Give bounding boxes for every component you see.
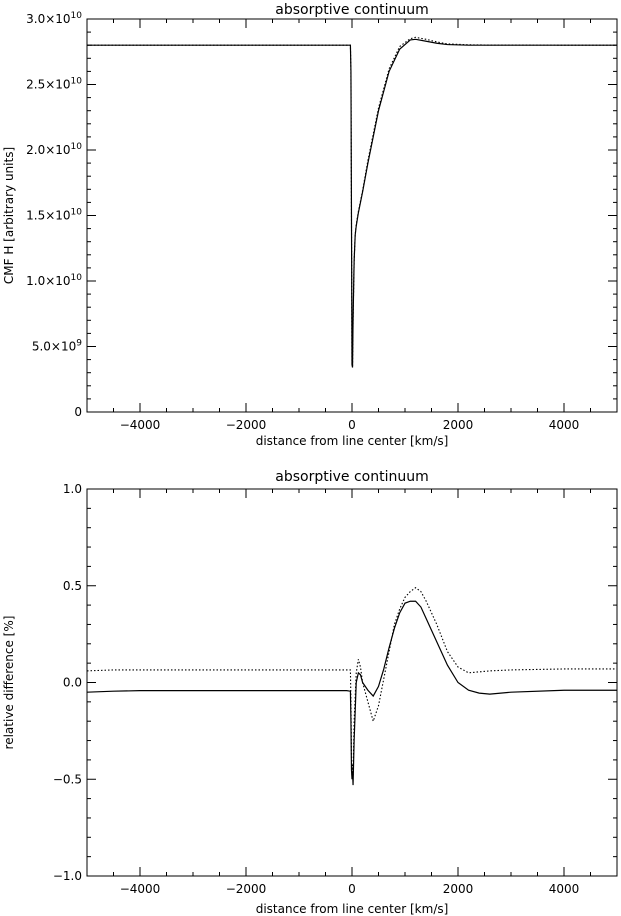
panel2-plot-frame (86, 488, 618, 877)
panel1-y-tick-label: 0 (74, 405, 82, 419)
panel1-y-tick-label: 5.0×109 (32, 339, 82, 354)
panel2-y-axis-label: relative difference [%] (2, 616, 16, 750)
panel2-y-tick-label: 0.5 (63, 579, 82, 593)
panel2-x-tick-label: 2000 (443, 882, 474, 896)
panel1-x-axis-label: distance from line center [km/s] (256, 434, 449, 448)
panel1-x-tick-label: −4000 (120, 418, 161, 432)
panel1-y-tick-label: 1.0×1010 (26, 273, 82, 288)
panel1-y-tick-label: 3.0×1010 (26, 11, 82, 26)
panel1-y-axis-label: CMF H [arbitrary units] (2, 147, 16, 284)
panel2-x-tick-label: 4000 (549, 882, 580, 896)
panel1-y-tick-label: 2.5×1010 (26, 77, 82, 92)
panel2-x-tick-label: 0 (348, 882, 356, 896)
panel1-x-tick-label: 0 (348, 418, 356, 432)
panel2-x-tick-label: −2000 (226, 882, 267, 896)
panel1-chart-title: absorptive continuum (275, 2, 428, 18)
panel2-x-axis-label: distance from line center [km/s] (256, 902, 449, 916)
panel2-y-tick-label: 1.0 (63, 482, 82, 496)
panel2-y-tick-label: −1.0 (53, 869, 82, 883)
panel2-x-tick-label: −4000 (120, 882, 161, 896)
panel1-y-tick-label: 1.5×1010 (26, 208, 82, 223)
panel2-series-dotted-line (86, 586, 617, 776)
panel2-y-tick-label: 0.0 (63, 676, 82, 690)
panel1-series-dotted-line (87, 36, 618, 367)
panel1-y-tick-label: 2.0×1010 (26, 142, 82, 157)
panel1-x-tick-label: −2000 (226, 418, 267, 432)
panel1-x-tick-label: 4000 (549, 418, 580, 432)
panel2-series-solid-line (86, 600, 617, 786)
panel1-x-tick-label: 2000 (443, 418, 474, 432)
panel2-chart-title: absorptive continuum (275, 469, 428, 485)
panel2-y-tick-label: −0.5 (53, 772, 82, 786)
